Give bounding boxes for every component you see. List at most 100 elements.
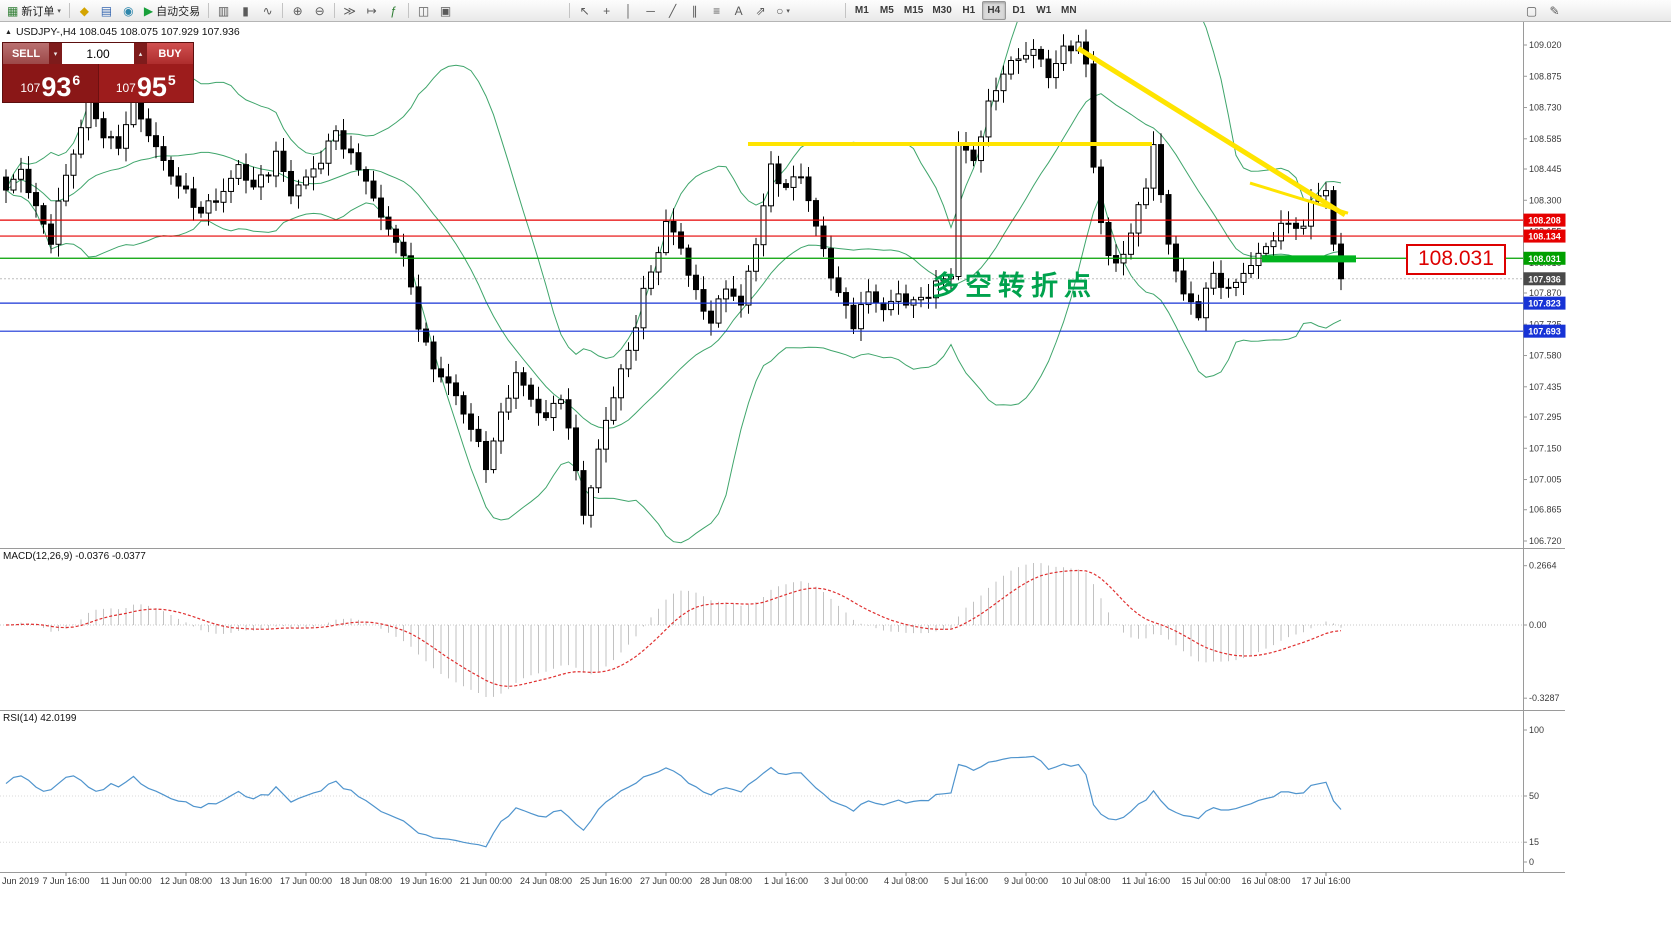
bars-chart-icon[interactable]: ▥ xyxy=(213,1,234,20)
zoom-in-icon[interactable]: ⊕ xyxy=(287,1,308,20)
text-label-icon[interactable]: A xyxy=(728,1,749,20)
fibonacci-icon[interactable]: ≡ xyxy=(706,1,727,20)
zoom-out-icon: ⊖ xyxy=(314,3,325,18)
svg-text:107.435: 107.435 xyxy=(1529,382,1562,392)
autotrading-play-icon: ▶ xyxy=(143,3,154,18)
svg-text:28 Jun 08:00: 28 Jun 08:00 xyxy=(700,876,752,886)
cascade-windows-icon[interactable]: ▣ xyxy=(435,1,456,20)
candlestick-chart-icon[interactable]: ▮ xyxy=(235,1,256,20)
timeframe-m30-button[interactable]: M30 xyxy=(932,5,952,16)
market-watch-icon: ◆ xyxy=(79,3,89,18)
svg-text:7 Jun 16:00: 7 Jun 16:00 xyxy=(42,876,89,886)
one-click-trading-panel: SELL ▾ 1.00 ▴ BUY 107 93 6 107 95 5 xyxy=(2,42,194,103)
svg-text:24 Jun 08:00: 24 Jun 08:00 xyxy=(520,876,572,886)
svg-text:1 Jul 16:00: 1 Jul 16:00 xyxy=(764,876,808,886)
auto-scroll-icon[interactable]: ≫ xyxy=(339,1,360,20)
volume-decrease-button[interactable]: ▾ xyxy=(49,43,62,64)
bollinger-bands xyxy=(5,22,1342,544)
timeframe-m15-button[interactable]: M15 xyxy=(903,5,924,16)
time-axis[interactable]: Jun 2019 7 Jun 16:00 11 Jun 00:00 12 Jun 08… xyxy=(2,872,1351,886)
pane-separators[interactable] xyxy=(0,548,1565,873)
toolbar-right-group: ▢ ✎ xyxy=(1521,1,1565,20)
svg-text:25 Jun 16:00: 25 Jun 16:00 xyxy=(580,876,632,886)
dropdown-caret-icon: ▾ xyxy=(57,7,61,15)
svg-text:21 Jun 00:00: 21 Jun 00:00 xyxy=(460,876,512,886)
tile-windows-icon: ◫ xyxy=(417,3,430,18)
channel-icon[interactable]: ∥ xyxy=(684,1,705,20)
line-chart-icon: ∿ xyxy=(262,3,273,18)
toolbar-separator xyxy=(408,3,410,18)
chart-shift-icon[interactable]: ↦ xyxy=(361,1,382,20)
svg-text:106.720: 106.720 xyxy=(1529,536,1562,546)
crosshair-icon: + xyxy=(603,3,611,18)
svg-text:4 Jul 08:00: 4 Jul 08:00 xyxy=(884,876,928,886)
auto-scroll-icon: ≫ xyxy=(343,3,356,18)
indicators-icon[interactable]: ƒ xyxy=(383,1,404,20)
svg-text:18 Jun 08:00: 18 Jun 08:00 xyxy=(340,876,392,886)
svg-text:0.00: 0.00 xyxy=(1529,620,1547,630)
arrows-icon[interactable]: ⇗ xyxy=(750,1,771,20)
line-chart-icon[interactable]: ∿ xyxy=(257,1,278,20)
data-window-icon[interactable]: ▤ xyxy=(96,1,117,20)
svg-text:108.730: 108.730 xyxy=(1529,103,1562,113)
buy-button[interactable]: BUY xyxy=(147,43,193,64)
svg-text:9 Jul 00:00: 9 Jul 00:00 xyxy=(1004,876,1048,886)
volume-increase-button[interactable]: ▴ xyxy=(134,43,147,64)
price-callout-label[interactable]: 108.031 xyxy=(1406,244,1506,275)
vertical-line-icon[interactable]: │ xyxy=(618,1,639,20)
svg-text:107.693: 107.693 xyxy=(1528,327,1561,337)
chart-profiles-icon[interactable]: ✎ xyxy=(1544,1,1565,20)
text-label-icon: A xyxy=(734,3,743,18)
cursor-icon[interactable]: ↖ xyxy=(574,1,595,20)
timeframe-w1-button[interactable]: W1 xyxy=(1036,5,1052,16)
svg-text:108.445: 108.445 xyxy=(1529,164,1562,174)
timeframe-m1-button[interactable]: M1 xyxy=(854,5,869,16)
new-order-button[interactable]: ▦ 新订单 ▾ xyxy=(3,1,65,20)
navigator-icon[interactable]: ◉ xyxy=(118,1,139,20)
timeframe-mn-button[interactable]: MN xyxy=(1060,5,1077,16)
timeframe-d1-button[interactable]: D1 xyxy=(1012,5,1026,16)
chart-profiles-icon: ✎ xyxy=(1549,3,1560,18)
horizontal-level-lines[interactable] xyxy=(0,219,1523,332)
trendline-icon: ╱ xyxy=(668,3,677,18)
trendline-icon[interactable]: ╱ xyxy=(662,1,683,20)
market-watch-icon[interactable]: ◆ xyxy=(74,1,95,20)
autotrading-button[interactable]: ▶ 自动交易 xyxy=(140,1,204,20)
timeframe-m5-button[interactable]: M5 xyxy=(879,5,894,16)
svg-text:27 Jun 00:00: 27 Jun 00:00 xyxy=(640,876,692,886)
sell-price-sup: 6 xyxy=(72,72,81,88)
crosshair-icon[interactable]: + xyxy=(596,1,617,20)
autotrading-button-label: 自动交易 xyxy=(156,5,201,18)
sell-button[interactable]: SELL xyxy=(3,43,49,64)
toolbar: ▦ 新订单 ▾ ◆ ▤ ◉ ▶ 自动交易 ▥ ▮ ∿ ⊕ ⊖ ≫ ↦ ƒ ◫ ▣ ↖ + │ ─ ╱ ∥ ≡ A ⇗ ○ ▾ M1 M5 M1… xyxy=(0,0,1671,22)
price-axis-tags: 108.208 108.134 108.031 107.823 107.693 107.9… xyxy=(1523,213,1566,338)
tile-windows-icon[interactable]: ◫ xyxy=(413,1,434,20)
svg-text:107.295: 107.295 xyxy=(1529,412,1562,422)
cursor-icon: ↖ xyxy=(579,3,590,18)
horizontal-line-icon[interactable]: ─ xyxy=(640,1,661,20)
svg-text:0: 0 xyxy=(1529,857,1534,867)
volume-input[interactable]: 1.00 xyxy=(62,43,134,64)
chart-annotation-text[interactable]: 多空转折点 xyxy=(932,271,1097,301)
buy-price-button[interactable]: 107 95 5 xyxy=(98,64,193,102)
toolbar-separator xyxy=(844,3,846,18)
svg-text:50: 50 xyxy=(1529,791,1539,801)
sell-price-big: 93 xyxy=(41,71,72,102)
timeframe-h1-button[interactable]: H1 xyxy=(962,5,976,16)
toolbar-separator xyxy=(569,3,571,18)
new-chart-icon[interactable]: ▢ xyxy=(1521,1,1542,20)
shapes-icon[interactable]: ○ ▾ xyxy=(772,1,794,20)
timeframe-h4-button[interactable]: H4 xyxy=(981,1,1006,20)
horizontal-line-icon: ─ xyxy=(646,3,655,18)
svg-text:108.208: 108.208 xyxy=(1528,216,1561,226)
yellow-trendlines[interactable] xyxy=(748,46,1349,218)
new-chart-icon: ▢ xyxy=(1525,3,1538,18)
sell-price-button[interactable]: 107 93 6 xyxy=(3,64,99,102)
collapse-trade-panel-icon[interactable]: ▲ xyxy=(5,28,12,36)
zoom-out-icon[interactable]: ⊖ xyxy=(309,1,330,20)
price-axis[interactable]: 109.020 108.875 108.730 108.585 108.445 108.3… xyxy=(1523,22,1562,872)
svg-text:-0.3287: -0.3287 xyxy=(1529,693,1560,703)
svg-text:100: 100 xyxy=(1529,725,1544,735)
svg-text:0.2664: 0.2664 xyxy=(1529,561,1557,571)
